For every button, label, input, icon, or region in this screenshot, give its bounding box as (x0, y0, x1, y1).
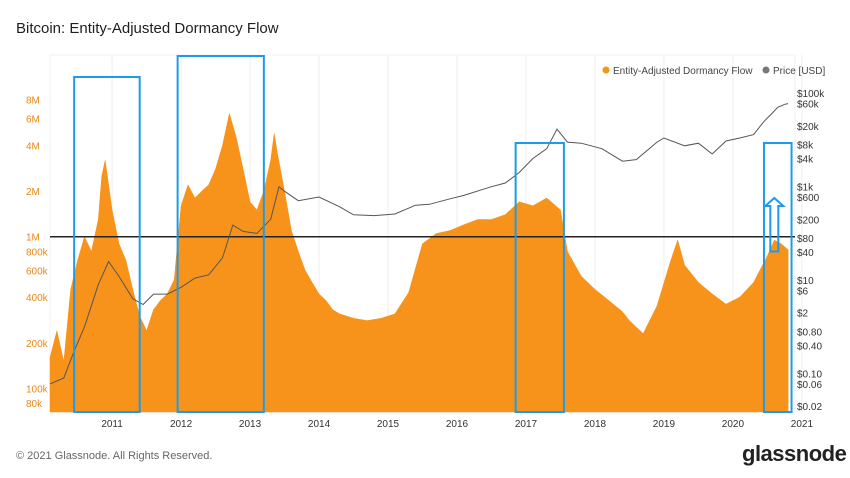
y-right-tick-label: $20k (797, 122, 820, 133)
right-axis: $100k$60k$20k$8k$4k$1k$600$200$80$40$10$… (797, 89, 825, 413)
price-line-layer (49, 103, 789, 385)
y-left-tick-label: 4M (26, 141, 40, 152)
glassnode-logo: glassnode (742, 441, 847, 466)
y-left-tick-label: 2M (26, 187, 40, 198)
y-left-tick-label: 800k (26, 247, 49, 258)
y-left-tick-label: 1M (26, 233, 40, 244)
legend-marker-price (762, 66, 770, 74)
y-right-tick-label: $80 (797, 234, 814, 245)
y-left-tick-label: 600k (26, 266, 49, 277)
y-right-tick-label: $200 (797, 215, 820, 226)
legend-label-price: Price [USD] (773, 66, 825, 77)
highlight-box (762, 142, 793, 413)
highlight-box (176, 55, 265, 413)
y-left-tick-label: 80k (26, 399, 43, 410)
y-left-tick-label: 200k (26, 339, 49, 350)
y-left-tick-label: 400k (26, 293, 49, 304)
copyright-text: © 2021 Glassnode. All Rights Reserved. (16, 450, 213, 462)
x-tick-label: 2019 (653, 419, 676, 430)
y-right-tick-label: $0.10 (797, 370, 822, 381)
y-left-tick-label: 8M (26, 96, 40, 107)
left-axis: 8M 6M 4M 2M 1M 800k 600k 400k 200k 100k 80k (26, 96, 49, 410)
y-left-tick-label: 100k (26, 384, 49, 395)
y-right-tick-label: $0.02 (797, 402, 822, 413)
y-right-tick-label: $40 (797, 248, 814, 259)
dormancy-flow-area (49, 113, 789, 413)
price-line (49, 103, 789, 385)
x-tick-label: 2018 (584, 419, 607, 430)
x-tick-label: 2011 (101, 419, 123, 430)
y-right-tick-label: $8k (797, 140, 814, 151)
y-right-tick-label: $600 (797, 193, 820, 204)
dormancy-area-layer (49, 113, 789, 413)
x-tick-label: 2017 (515, 419, 538, 430)
y-right-tick-label: $0.40 (797, 341, 822, 352)
y-right-tick-label: $0.06 (797, 380, 822, 391)
x-tick-label: 2015 (377, 419, 400, 430)
highlight-box (514, 142, 565, 413)
x-tick-label: 2020 (722, 419, 745, 430)
x-tick-label: 2016 (446, 419, 469, 430)
legend-label-dormancy: Entity-Adjusted Dormancy Flow (613, 66, 753, 77)
y-right-tick-label: $100k (797, 89, 825, 100)
y-right-tick-label: $60k (797, 100, 820, 111)
chart-title: Bitcoin: Entity-Adjusted Dormancy Flow (16, 20, 279, 37)
y-right-tick-label: $1k (797, 183, 814, 194)
highlight-box-layer (73, 55, 793, 413)
y-right-tick-label: $0.80 (797, 327, 822, 338)
legend[interactable]: Entity-Adjusted Dormancy Flow Price [USD] (602, 66, 826, 77)
y-left-tick-label: 6M (26, 115, 40, 126)
x-tick-label: 2014 (308, 419, 331, 430)
y-right-tick-label: $6 (797, 286, 809, 297)
y-right-tick-label: $2 (797, 309, 809, 320)
arrow-layer (762, 196, 786, 253)
y-right-tick-label: $4k (797, 155, 814, 166)
y-right-tick-label: $10 (797, 276, 814, 287)
legend-marker-dormancy (602, 66, 610, 74)
highlight-box (73, 76, 141, 413)
x-tick-label: 2012 (170, 419, 193, 430)
up-arrow-icon (762, 196, 786, 253)
x-axis: 2011 2012 2013 2014 2015 2016 2017 2018 2019 2020… (101, 419, 813, 430)
x-tick-label: 2013 (239, 419, 262, 430)
x-tick-label: 2021 (791, 419, 814, 430)
